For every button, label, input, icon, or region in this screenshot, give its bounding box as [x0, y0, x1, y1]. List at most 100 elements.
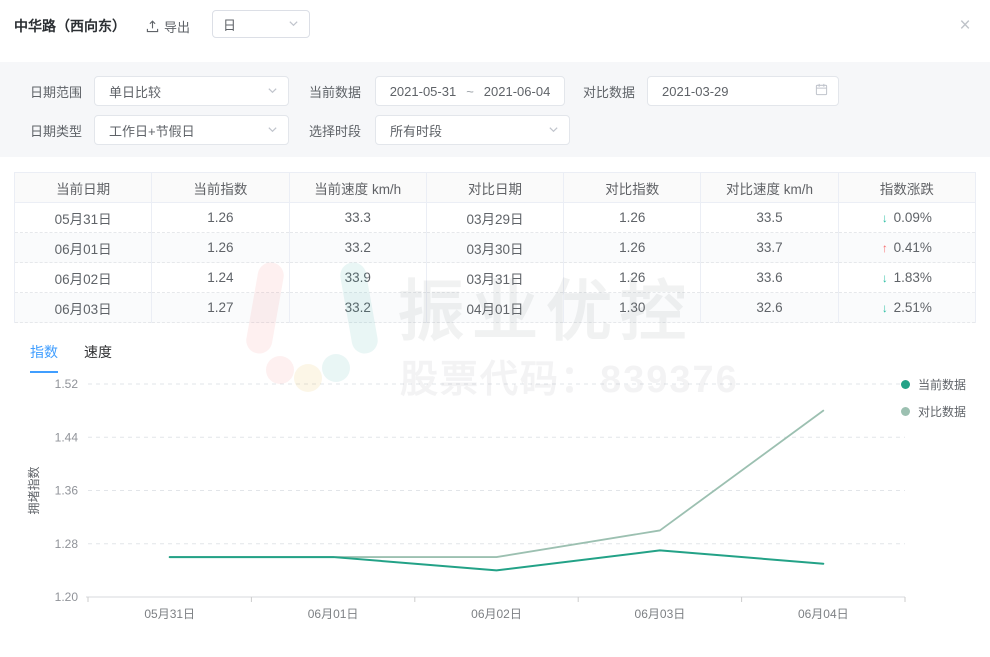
svg-text:1.20: 1.20: [55, 590, 79, 604]
legend-dot-current: [901, 380, 910, 389]
chevron-down-icon: [288, 17, 299, 32]
index-change-cell: ↓ 0.09%: [838, 202, 977, 233]
table-cell: 06月01日: [13, 232, 153, 263]
filter-row-1: 日期范围 单日比较 当前数据 2021-05-31 ~ 2021-06-04 对…: [30, 76, 990, 106]
svg-text:06月01日: 06月01日: [308, 607, 359, 621]
tab-speed[interactable]: 速度: [84, 344, 112, 360]
chevron-down-icon: [267, 123, 278, 138]
date-range-value: 单日比较: [109, 84, 162, 100]
table-column-header: 对比速度 km/h: [700, 172, 839, 203]
table-cell: 33.2: [289, 292, 427, 323]
table-cell: 1.26: [563, 262, 702, 293]
legend-item-compare[interactable]: 对比数据: [901, 403, 966, 420]
time-period-label: 选择时段: [309, 123, 362, 139]
chart-canvas: 1.20 1.28 1.36 1.44 1.52 05月31日 06月01日 06月02日 06…: [26, 377, 906, 621]
table-column-header: 对比日期: [426, 172, 565, 203]
compare-data-label: 对比数据: [583, 84, 636, 100]
table-row: 06月01日 1.26 33.2 03月30日 1.26 33.7 ↑ 0.41%: [13, 232, 977, 263]
comparison-table: 当前日期 当前指数 当前速度 km/h 对比日期 对比指数 对比速度 km/h 指数涨跌 0…: [13, 172, 977, 323]
table-cell: 1.26: [563, 232, 702, 263]
table-row: 06月02日 1.24 33.9 03月31日 1.26 33.6 ↓ 1.83%: [13, 262, 977, 293]
svg-text:06月03日: 06月03日: [635, 607, 686, 621]
period-select[interactable]: 日: [212, 10, 310, 38]
index-line-chart[interactable]: 1.20 1.28 1.36 1.44 1.52 05月31日 06月01日 06月02日 06…: [0, 370, 990, 657]
tab-index[interactable]: 指数: [30, 342, 58, 373]
table-cell: 33.2: [289, 232, 427, 263]
table-cell: 33.6: [700, 262, 839, 293]
table-cell: 03月30日: [426, 232, 565, 263]
legend-label-current: 当前数据: [918, 378, 967, 392]
arrow-down-icon: ↓: [881, 211, 888, 225]
current-data-label: 当前数据: [309, 84, 362, 100]
table-cell: 33.9: [289, 262, 427, 293]
time-period-value: 所有时段: [390, 123, 443, 139]
table-row: 06月03日 1.27 33.2 04月01日 1.30 32.6 ↓ 2.51%: [13, 292, 977, 323]
filter-panel: 日期范围 单日比较 当前数据 2021-05-31 ~ 2021-06-04 对…: [0, 62, 990, 157]
close-button[interactable]: ×: [953, 14, 977, 38]
table-cell: 04月01日: [426, 292, 565, 323]
table-column-header: 当前速度 km/h: [289, 172, 427, 203]
range-separator: ~: [466, 83, 474, 99]
index-change-cell: ↑ 0.41%: [838, 232, 977, 263]
table-cell: 03月31日: [426, 262, 565, 293]
chart-tabs: 指数 速度: [30, 342, 112, 373]
table-row: 05月31日 1.26 33.3 03月29日 1.26 33.5 ↓ 0.09%: [13, 202, 977, 233]
table-header-row: 当前日期 当前指数 当前速度 km/h 对比日期 对比指数 对比速度 km/h 指数涨跌: [13, 172, 977, 203]
date-type-value: 工作日+节假日: [109, 123, 195, 139]
table-cell: 33.3: [289, 202, 427, 233]
export-label: 导出: [164, 20, 191, 35]
table-cell: 1.26: [563, 202, 702, 233]
table-column-header: 当前日期: [13, 172, 153, 203]
svg-text:1.52: 1.52: [55, 377, 79, 391]
table-cell: 1.30: [563, 292, 702, 323]
table-cell: 33.5: [700, 202, 839, 233]
svg-text:1.36: 1.36: [55, 484, 79, 498]
table-body: 05月31日 1.26 33.3 03月29日 1.26 33.5 ↓ 0.09% 06月01…: [13, 202, 977, 323]
compare-date-input[interactable]: 2021-03-29: [647, 76, 839, 106]
arrow-down-icon: ↓: [881, 271, 888, 285]
svg-text:1.44: 1.44: [55, 430, 79, 444]
legend-label-compare: 对比数据: [918, 405, 967, 419]
export-button[interactable]: 导出: [146, 17, 190, 36]
table-column-header: 对比指数: [563, 172, 702, 203]
table-cell: 05月31日: [13, 202, 153, 233]
table-cell: 06月03日: [13, 292, 153, 323]
table-cell: 1.26: [151, 202, 290, 233]
legend-item-current[interactable]: 当前数据: [901, 376, 966, 393]
page-title: 中华路（西向东）: [14, 18, 126, 34]
current-data-range-input[interactable]: 2021-05-31 ~ 2021-06-04: [375, 76, 565, 106]
svg-text:1.28: 1.28: [55, 537, 79, 551]
table-cell: 1.24: [151, 262, 290, 293]
period-select-value: 日: [223, 17, 237, 33]
date-range-select[interactable]: 单日比较: [94, 76, 289, 106]
chevron-down-icon: [267, 84, 278, 99]
index-change-cell: ↓ 1.83%: [838, 262, 977, 293]
arrow-down-icon: ↓: [881, 301, 888, 315]
svg-text:06月04日: 06月04日: [798, 607, 849, 621]
legend-dot-compare: [901, 407, 910, 416]
date-range-label: 日期范围: [30, 84, 83, 100]
calendar-icon: [815, 83, 828, 99]
table-cell: 03月29日: [426, 202, 565, 233]
svg-text:06月02日: 06月02日: [471, 607, 522, 621]
arrow-up-icon: ↑: [881, 241, 888, 255]
table-cell: 06月02日: [13, 262, 153, 293]
index-change-cell: ↓ 2.51%: [838, 292, 977, 323]
table-column-header: 指数涨跌: [838, 172, 977, 203]
table-cell: 1.27: [151, 292, 290, 323]
date-type-label: 日期类型: [30, 123, 83, 139]
svg-text:拥堵指数: 拥堵指数: [26, 466, 41, 514]
chevron-down-icon: [548, 123, 559, 138]
filter-row-2: 日期类型 工作日+节假日 选择时段 所有时段: [30, 115, 990, 145]
table-cell: 33.7: [700, 232, 839, 263]
table-cell: 32.6: [700, 292, 839, 323]
table-column-header: 当前指数: [151, 172, 290, 203]
range-end: 2021-06-04: [483, 83, 551, 99]
export-icon: [146, 20, 159, 33]
table-cell: 1.26: [151, 232, 290, 263]
chart-legend: 当前数据 对比数据: [901, 376, 966, 420]
svg-text:05月31日: 05月31日: [144, 607, 195, 621]
date-type-select[interactable]: 工作日+节假日: [94, 115, 289, 145]
time-period-select[interactable]: 所有时段: [375, 115, 570, 145]
